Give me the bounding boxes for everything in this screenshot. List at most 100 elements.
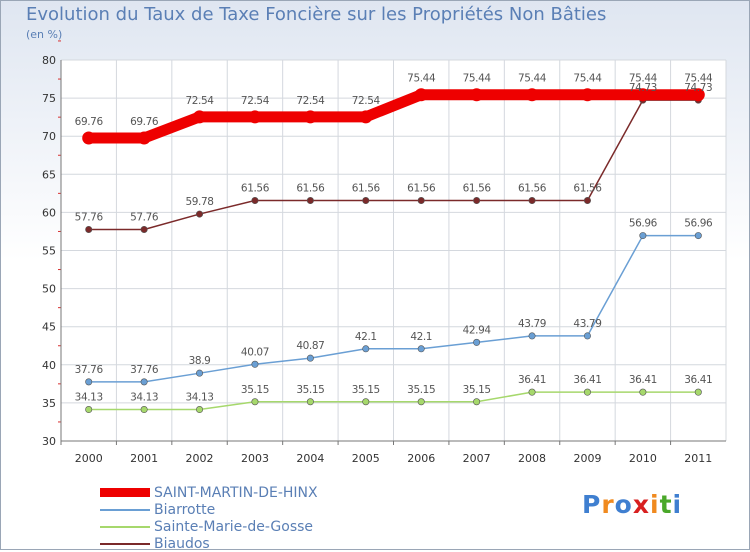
data-point	[362, 398, 370, 406]
series-line-biarrotte	[87, 234, 700, 383]
data-point	[525, 88, 539, 102]
data-point	[85, 225, 93, 233]
legend-label: Biaudos	[154, 535, 210, 552]
data-point	[359, 110, 373, 124]
data-point	[196, 210, 204, 218]
data-label: 37.76	[130, 364, 159, 376]
data-label: 35.15	[407, 384, 435, 396]
series-line-biaudos	[87, 99, 700, 231]
data-point	[583, 197, 591, 205]
data-point	[362, 345, 370, 353]
chart-title: Evolution du Taux de Taxe Foncière sur l…	[26, 4, 607, 25]
legend-item: Biaudos	[100, 535, 318, 552]
x-tick-label: 2001	[130, 452, 158, 465]
data-label: 75.44	[407, 73, 436, 85]
y-tick-label: 75	[42, 92, 56, 105]
y-tick-label: 30	[42, 435, 56, 448]
data-point	[140, 406, 148, 414]
data-label: 42.94	[463, 324, 492, 336]
y-tick-label: 60	[42, 206, 56, 219]
data-point	[417, 197, 425, 205]
data-label: 75.44	[518, 73, 547, 85]
data-label: 40.87	[296, 340, 324, 352]
data-point	[583, 388, 591, 396]
data-label: 61.56	[463, 183, 492, 195]
data-label: 61.56	[296, 183, 325, 195]
data-label: 61.56	[241, 183, 270, 195]
data-label: 35.15	[241, 384, 269, 396]
data-label: 72.54	[296, 95, 325, 107]
data-label: 34.13	[186, 392, 214, 404]
y-axis-unit-label: (en %)	[26, 28, 63, 41]
data-point	[196, 369, 204, 377]
data-label: 43.79	[518, 318, 546, 330]
data-label: 59.78	[186, 196, 214, 208]
y-tick-label: 70	[42, 130, 56, 143]
data-point	[303, 110, 317, 124]
x-tick-label: 2000	[75, 452, 103, 465]
x-tick-label: 2005	[352, 452, 380, 465]
data-point	[414, 88, 428, 102]
data-label: 36.41	[629, 374, 657, 386]
data-point	[251, 360, 259, 368]
data-point	[140, 225, 148, 233]
data-point	[470, 88, 484, 102]
data-point	[473, 398, 481, 406]
data-point	[251, 197, 259, 205]
data-point	[417, 345, 425, 353]
data-label: 56.96	[629, 218, 658, 230]
data-point	[306, 354, 314, 362]
chart-legend: SAINT-MARTIN-DE-HINX Biarrotte Sainte-Mari…	[100, 484, 318, 552]
legend-swatch	[100, 488, 150, 497]
data-point	[82, 131, 96, 145]
data-label: 75.44	[629, 73, 658, 85]
legend-label: Sainte-Marie-de-Gosse	[154, 518, 314, 535]
data-label: 61.56	[352, 183, 381, 195]
data-label: 42.1	[355, 331, 377, 343]
data-label: 61.56	[573, 183, 602, 195]
data-point	[306, 398, 314, 406]
data-point	[473, 197, 481, 205]
x-tick-label: 2007	[463, 452, 491, 465]
data-label: 37.76	[75, 364, 104, 376]
data-label: 72.54	[352, 95, 381, 107]
data-point	[248, 110, 262, 124]
data-label: 69.76	[130, 116, 159, 128]
x-tick-label: 2006	[407, 452, 435, 465]
data-point	[137, 131, 151, 145]
legend-item: Biarrotte	[100, 501, 318, 518]
data-label: 36.41	[518, 374, 546, 386]
y-tick-label: 65	[42, 168, 56, 181]
data-label: 74.73	[684, 82, 712, 94]
legend-swatch	[100, 542, 150, 545]
data-point	[306, 197, 314, 205]
data-point	[140, 378, 148, 386]
data-point	[528, 197, 536, 205]
data-point	[694, 232, 702, 240]
data-point	[196, 406, 204, 414]
data-label: 34.13	[130, 392, 158, 404]
series-line-sainte-marie-de-gosse	[87, 391, 700, 411]
legend-swatch	[100, 508, 150, 511]
x-tick-label: 2002	[186, 452, 214, 465]
x-tick-label: 2004	[296, 452, 324, 465]
data-label: 36.41	[573, 374, 601, 386]
data-point	[193, 110, 207, 124]
y-tick-label: 35	[42, 397, 56, 410]
data-point	[251, 398, 259, 406]
data-point	[694, 388, 702, 396]
data-point	[639, 232, 647, 240]
data-label: 57.76	[130, 211, 159, 223]
x-tick-label: 2003	[241, 452, 269, 465]
data-label: 43.79	[573, 318, 601, 330]
data-label: 72.54	[241, 95, 270, 107]
data-point	[85, 406, 93, 414]
data-label: 57.76	[75, 211, 104, 223]
y-tick-label: 45	[42, 321, 56, 334]
y-tick-label: 80	[42, 54, 56, 67]
data-point	[85, 378, 93, 386]
data-label: 34.13	[75, 392, 103, 404]
data-point	[636, 88, 650, 102]
data-point	[362, 197, 370, 205]
legend-item: Sainte-Marie-de-Gosse	[100, 518, 318, 535]
